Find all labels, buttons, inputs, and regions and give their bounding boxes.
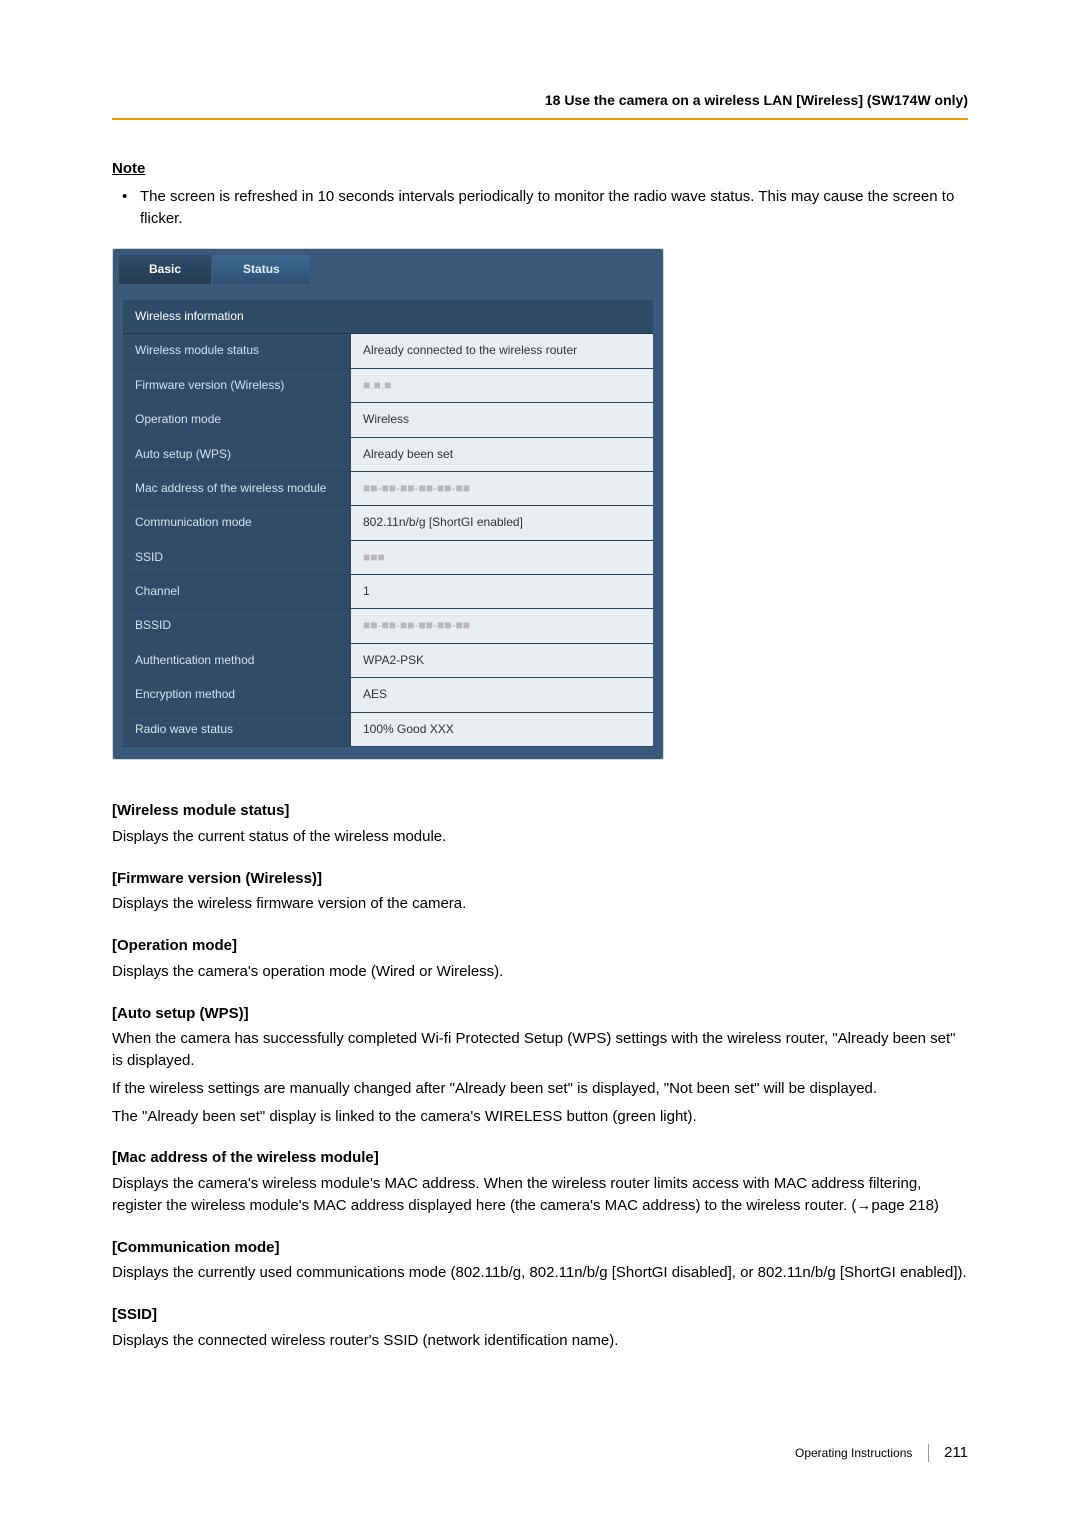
info-row-value: ■■-■■-■■-■■-■■-■■ (351, 609, 653, 642)
info-row-value: WPA2-PSK (351, 644, 653, 677)
footer-label: Operating Instructions (795, 1446, 912, 1460)
info-row-value: Already connected to the wireless router (351, 334, 653, 367)
info-row-label: Encryption method (123, 678, 351, 711)
note-block: Note The screen is refreshed in 10 secon… (112, 158, 968, 229)
note-heading: Note (112, 158, 968, 180)
section-title: [Auto setup (WPS)] (112, 1003, 968, 1025)
info-row-label: Firmware version (Wireless) (123, 369, 351, 402)
info-row: Wireless module statusAlready connected … (123, 334, 653, 368)
info-row-label: Authentication method (123, 644, 351, 677)
info-row-label: SSID (123, 541, 351, 574)
section-text: If the wireless settings are manually ch… (112, 1078, 968, 1100)
section-text: Displays the camera's wireless module's … (112, 1173, 968, 1217)
info-row: Encryption methodAES (123, 678, 653, 712)
section-text: Displays the camera's operation mode (Wi… (112, 961, 968, 983)
wireless-status-panel: Basic Status Wireless information Wirele… (112, 248, 664, 760)
info-row: Operation modeWireless (123, 403, 653, 437)
info-row: BSSID■■-■■-■■-■■-■■-■■ (123, 609, 653, 643)
info-row-label: Channel (123, 575, 351, 608)
panel-section-header: Wireless information (123, 300, 653, 334)
info-row-value: ■■■ (351, 541, 653, 574)
info-row-value: AES (351, 678, 653, 711)
tab-bar: Basic Status (113, 249, 663, 284)
section-text: When the camera has successfully complet… (112, 1028, 968, 1072)
section-text: Displays the connected wireless router's… (112, 1330, 968, 1352)
section-text: Displays the currently used communicatio… (112, 1262, 968, 1284)
section-title: [Operation mode] (112, 935, 968, 957)
info-row: SSID■■■ (123, 541, 653, 575)
info-row-value: ■.■.■ (351, 369, 653, 402)
section-text: The "Already been set" display is linked… (112, 1106, 968, 1128)
footer-page-number: 211 (944, 1444, 968, 1461)
info-row-value: 100% Good XXX (351, 713, 653, 746)
section-title: [SSID] (112, 1304, 968, 1326)
tab-basic[interactable]: Basic (119, 255, 211, 284)
info-row: Mac address of the wireless module■■-■■-… (123, 472, 653, 506)
info-row: Auto setup (WPS)Already been set (123, 438, 653, 472)
info-row-value: 802.11n/b/g [ShortGI enabled] (351, 506, 653, 539)
section-text: Displays the wireless firmware version o… (112, 893, 968, 915)
info-row-label: Operation mode (123, 403, 351, 436)
section-text: Displays the current status of the wirel… (112, 826, 968, 848)
info-row: Channel1 (123, 575, 653, 609)
info-row-label: Radio wave status (123, 713, 351, 746)
section-title: [Wireless module status] (112, 800, 968, 822)
footer-divider (928, 1444, 929, 1462)
info-row-label: BSSID (123, 609, 351, 642)
info-row: Authentication methodWPA2-PSK (123, 644, 653, 678)
info-row: Communication mode802.11n/b/g [ShortGI e… (123, 506, 653, 540)
section-title: [Mac address of the wireless module] (112, 1147, 968, 1169)
note-list: The screen is refreshed in 10 seconds in… (112, 186, 968, 230)
tab-status[interactable]: Status (213, 255, 310, 284)
info-row-value: 1 (351, 575, 653, 608)
note-item: The screen is refreshed in 10 seconds in… (140, 186, 968, 230)
info-row-label: Auto setup (WPS) (123, 438, 351, 471)
panel-body: Wireless information Wireless module sta… (113, 284, 663, 759)
info-row-value: Wireless (351, 403, 653, 436)
info-row: Firmware version (Wireless)■.■.■ (123, 369, 653, 403)
info-row-value: ■■-■■-■■-■■-■■-■■ (351, 472, 653, 505)
info-row-label: Communication mode (123, 506, 351, 539)
info-row: Radio wave status100% Good XXX (123, 713, 653, 747)
section-title: [Communication mode] (112, 1237, 968, 1259)
section-title: [Firmware version (Wireless)] (112, 868, 968, 890)
info-row-label: Wireless module status (123, 334, 351, 367)
info-row-value: Already been set (351, 438, 653, 471)
chapter-header: 18 Use the camera on a wireless LAN [Wir… (112, 90, 968, 120)
page-footer: Operating Instructions 211 (112, 1442, 968, 1464)
info-row-label: Mac address of the wireless module (123, 472, 351, 505)
